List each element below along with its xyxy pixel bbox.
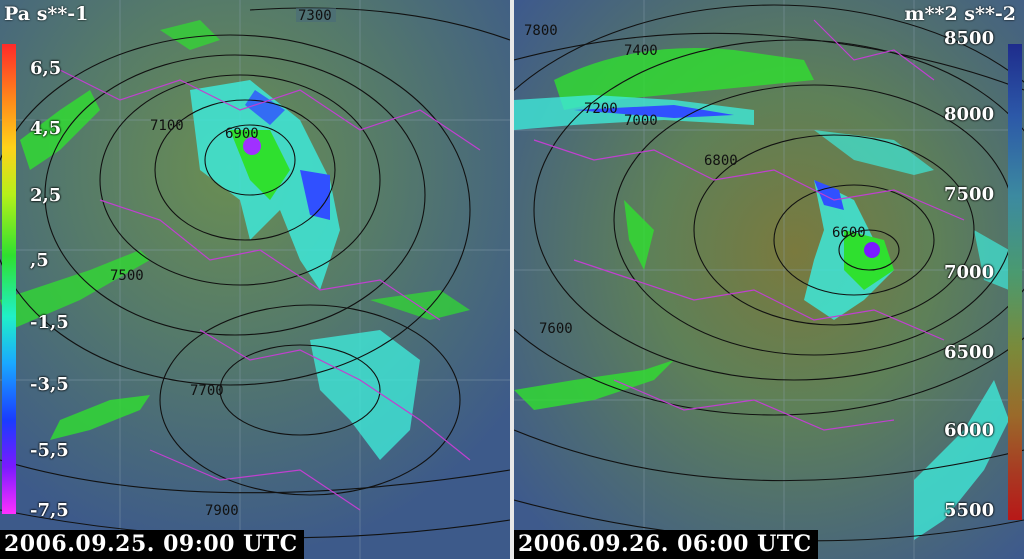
right-colorbar-tick: 7000 [944, 262, 995, 283]
left-contour-label-7700: 7700 [190, 383, 224, 399]
right-timestamp: 2006.09.26. 06:00 UTC [514, 530, 818, 559]
right-contour-label-6800: 6800 [704, 153, 738, 169]
left-contour-label-7300-top: 7300 [298, 8, 332, 24]
right-contour-labels: 7800 7400 7200 7000 6800 6600 7600 [524, 23, 866, 337]
left-shading [0, 20, 470, 460]
left-contour-label-6900: 6900 [225, 126, 259, 142]
left-colorbar-tick: -5,5 [30, 440, 69, 461]
right-borders [533, 19, 965, 431]
left-contour-labels: 7300 7100 6900 7500 7700 7900 [110, 8, 336, 519]
right-contour-label-7200: 7200 [584, 101, 618, 117]
right-colorbar-tick: 7500 [944, 184, 995, 205]
left-colorbar-tick: -3,5 [30, 374, 69, 395]
left-contour-label-7900: 7900 [205, 503, 239, 519]
panel-divider [510, 0, 514, 559]
left-contour-label-7500: 7500 [110, 268, 144, 284]
right-contour-label-7600: 7600 [539, 321, 573, 337]
right-shading [514, 48, 1009, 540]
right-contour-label-7800: 7800 [524, 23, 558, 39]
right-map-canvas: 7800 7400 7200 7000 6800 6600 7600 [514, 0, 1024, 559]
right-contour-label-6600: 6600 [832, 225, 866, 241]
right-unit-label: m**2 s**-2 [904, 3, 1017, 25]
right-colorbar-tick: 5500 [944, 500, 995, 521]
left-timestamp: 2006.09.25. 09:00 UTC [0, 530, 304, 559]
right-colorbar-tick: 8000 [944, 104, 995, 125]
left-colorbar-tick: ,5 [30, 250, 49, 271]
left-contour-label-7100: 7100 [150, 118, 184, 134]
left-colorbar-tick: -7,5 [30, 500, 69, 521]
left-colorbar-tick: 4,5 [30, 118, 62, 139]
left-map-panel: 7300 7100 6900 7500 7700 7900 Pa s**-1 6… [0, 0, 510, 559]
right-colorbar-tick: 8500 [944, 28, 995, 49]
left-map-canvas: 7300 7100 6900 7500 7700 7900 [0, 0, 510, 559]
left-unit-label: Pa s**-1 [4, 3, 89, 25]
right-colorbar [1008, 44, 1022, 520]
left-colorbar-tick: -1,5 [30, 312, 69, 333]
right-contour-label-7400: 7400 [624, 43, 658, 59]
left-colorbar [2, 44, 16, 514]
left-colorbar-tick: 2,5 [30, 185, 62, 206]
left-borders [59, 69, 481, 511]
right-contour-label-7000: 7000 [624, 113, 658, 129]
right-colorbar-tick: 6500 [944, 342, 995, 363]
right-map-panel: 7800 7400 7200 7000 6800 6600 7600 m**2 … [514, 0, 1024, 559]
left-contours [0, 7, 510, 539]
right-colorbar-tick: 6000 [944, 420, 995, 441]
left-colorbar-tick: 6,5 [30, 58, 62, 79]
